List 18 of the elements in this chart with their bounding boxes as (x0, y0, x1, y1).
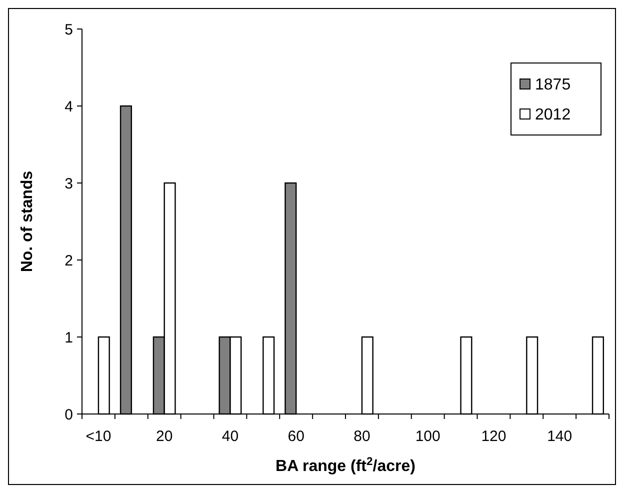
y-axis-title: No. of stands (19, 170, 36, 272)
x-axis-title: BA range (ft$^{2}$/acre) (276, 456, 416, 475)
y-tick-label: 4 (64, 98, 73, 116)
x-tick-label: 60 (288, 428, 304, 445)
y-tick-label: 1 (64, 329, 73, 346)
y-tick-label: 0 (64, 406, 73, 424)
x-tick-label: 80 (354, 428, 370, 445)
x-tick-label: 40 (222, 428, 239, 445)
x-tick-label: 120 (481, 428, 506, 445)
legend-label: 1875 (535, 76, 571, 94)
x-tick-label: 140 (547, 428, 572, 445)
legend-label: 2012 (535, 106, 571, 124)
x-tick-label: <10 (86, 428, 112, 445)
y-tick-label: 5 (64, 21, 73, 38)
x-tick-label: 20 (156, 428, 173, 445)
x-tick-label: 100 (415, 428, 440, 445)
y-tick-label: 3 (64, 175, 73, 192)
y-tick-label: 2 (64, 252, 73, 270)
